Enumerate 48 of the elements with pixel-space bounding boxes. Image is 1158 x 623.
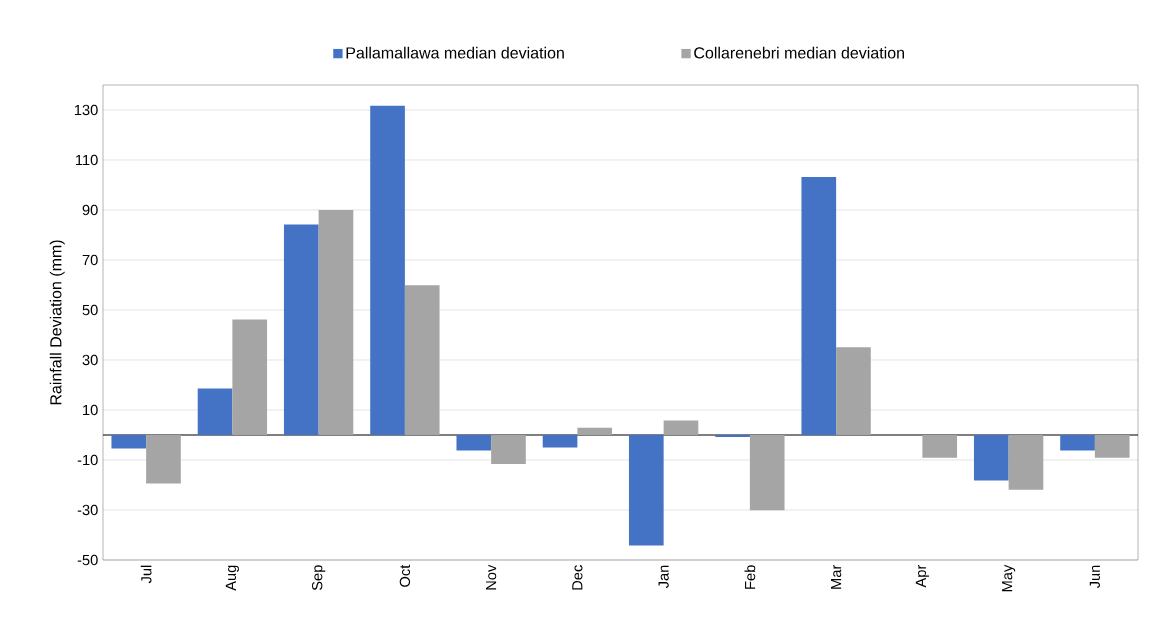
bar [491, 434, 526, 464]
bar [1060, 434, 1095, 451]
x-tick-label: Sep [312, 565, 326, 591]
bar [628, 434, 664, 546]
bar [146, 434, 181, 484]
bar [663, 420, 699, 435]
y-tick-label: 30 [82, 354, 98, 366]
x-tick-label: Jun [1089, 565, 1100, 589]
x-tick-label: Feb [744, 565, 756, 589]
bar [232, 319, 268, 435]
bar [1008, 434, 1044, 490]
y-tick-label: 50 [82, 304, 98, 316]
bar [318, 209, 354, 435]
bar [801, 176, 837, 435]
bar [973, 434, 1009, 481]
bar [922, 434, 958, 458]
bar [456, 434, 492, 451]
y-tick-label: -10 [77, 454, 98, 466]
y-axis-title: Rainfall Deviation (mm) [49, 240, 65, 405]
x-tick-label: Apr [915, 564, 929, 588]
y-tick-label: 70 [82, 254, 98, 266]
x-tick-label: May [1002, 564, 1016, 592]
x-tick-label: Dec [572, 565, 583, 590]
y-tick-label: 10 [83, 404, 98, 416]
bar [283, 224, 319, 435]
legend-label: Pallamallawa median deviation [346, 46, 564, 59]
bar [715, 434, 750, 437]
x-tick-label: Mar [831, 564, 842, 589]
bar [749, 434, 785, 511]
legend-label: Collarenebri median deviation [694, 46, 904, 59]
y-tick-label: 90 [82, 204, 98, 216]
y-tick-label: 110 [76, 154, 98, 166]
bar [1094, 434, 1130, 458]
y-tick-label: -30 [77, 504, 98, 516]
bar [370, 105, 405, 435]
bar [111, 434, 147, 449]
bar [577, 427, 613, 435]
x-tick-label: Jul [140, 565, 152, 584]
x-tick-label: Jan [658, 565, 669, 589]
bar [542, 434, 578, 448]
x-tick-label: Oct [399, 564, 411, 587]
y-tick-label: 130 [74, 104, 98, 116]
x-tick-label: Nov [486, 564, 497, 590]
y-tick-label: -50 [77, 554, 98, 566]
bar [836, 347, 871, 435]
bar [197, 388, 233, 435]
x-tick-label: Aug [225, 565, 239, 591]
bar [404, 285, 440, 435]
